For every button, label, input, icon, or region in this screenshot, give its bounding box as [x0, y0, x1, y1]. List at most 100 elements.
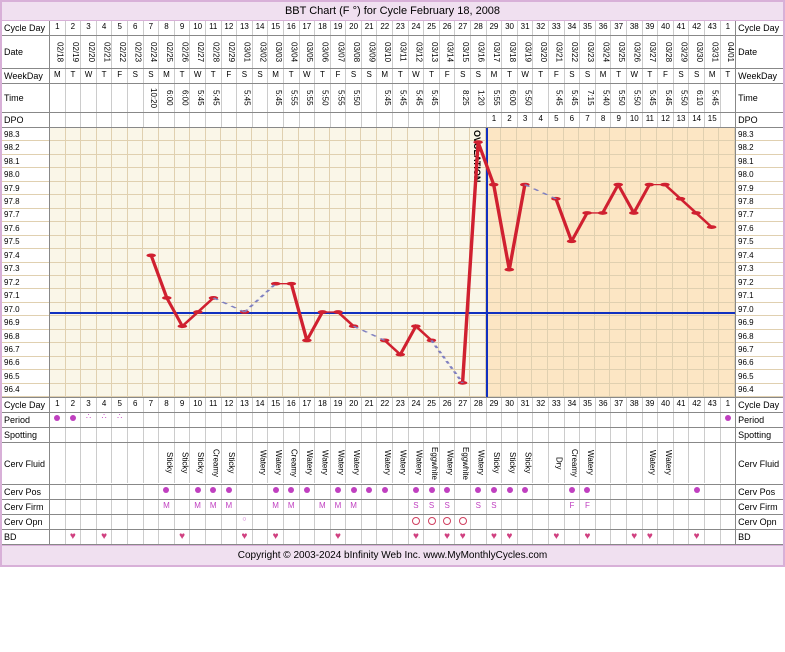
cell: 5:50	[346, 84, 362, 112]
cell	[674, 443, 690, 483]
cell	[97, 113, 113, 127]
cell: 03/12	[409, 36, 425, 68]
cell	[705, 428, 721, 442]
cell: 03/23	[580, 36, 596, 68]
cell	[455, 485, 471, 499]
cell: Watery	[658, 443, 674, 483]
cell	[689, 428, 705, 442]
label-cerv_opn-right: Cerv Opn	[735, 515, 783, 529]
label-cycle_day-right: Cycle Day	[735, 398, 783, 412]
cell	[50, 84, 66, 112]
cell: 11	[206, 21, 222, 35]
cell: 5:45	[643, 84, 659, 112]
cell	[689, 485, 705, 499]
cell	[689, 443, 705, 483]
cell	[190, 413, 206, 427]
cell: M	[159, 69, 175, 83]
cell	[440, 413, 456, 427]
cell	[721, 530, 736, 544]
cell: F	[565, 500, 581, 514]
cell: 15	[705, 113, 721, 127]
cell	[674, 530, 690, 544]
cell	[409, 413, 425, 427]
cell	[533, 413, 549, 427]
cell	[128, 413, 144, 427]
cell	[144, 530, 160, 544]
cell: 5	[112, 21, 128, 35]
cell	[66, 84, 82, 112]
cell	[175, 428, 191, 442]
cell	[362, 500, 378, 514]
cell: 6	[128, 398, 144, 412]
cell	[689, 413, 705, 427]
bbt-chart: BBT Chart (F °) for Cycle February 18, 2…	[0, 0, 785, 567]
cell	[159, 530, 175, 544]
cell	[144, 428, 160, 442]
cell	[253, 530, 269, 544]
cell: 2	[66, 21, 82, 35]
cell	[222, 515, 238, 529]
cell	[66, 485, 82, 499]
cell: S	[471, 69, 487, 83]
cell	[393, 428, 409, 442]
cell: S	[144, 69, 160, 83]
cell: 17	[300, 21, 316, 35]
cell: 5:50	[611, 84, 627, 112]
cell	[112, 485, 128, 499]
row-cycle-day-bottom: Cycle Day1234567891011121314151617181920…	[2, 398, 783, 413]
cell: 03/01	[237, 36, 253, 68]
cell	[627, 500, 643, 514]
row-cerv-firm: Cerv FirmMMMMMMMMMSSSSSFFCerv Firm	[2, 500, 783, 515]
cell: S	[128, 69, 144, 83]
cell: 33	[549, 398, 565, 412]
cell: 02/22	[112, 36, 128, 68]
cell: M	[346, 500, 362, 514]
copyright: Copyright © 2003-2024 bInfinity Web Inc.…	[2, 545, 783, 565]
cell: Watery	[346, 443, 362, 483]
cell	[674, 500, 690, 514]
cell	[627, 485, 643, 499]
cell	[97, 443, 113, 483]
cell	[362, 443, 378, 483]
temp-axis-right: 98.398.298.198.097.997.897.797.697.597.4…	[735, 128, 783, 397]
cell: 29	[487, 21, 503, 35]
cell	[190, 530, 206, 544]
cell	[237, 413, 253, 427]
cell	[175, 113, 191, 127]
cell	[81, 500, 97, 514]
cell	[440, 515, 456, 529]
label-cycle_day: Cycle Day	[2, 398, 50, 412]
cell	[81, 113, 97, 127]
cell: 03/06	[315, 36, 331, 68]
cell	[112, 113, 128, 127]
cell: S	[346, 69, 362, 83]
cell: 9	[175, 398, 191, 412]
cell: ♥	[331, 530, 347, 544]
cell	[331, 485, 347, 499]
cell	[471, 428, 487, 442]
cell	[643, 515, 659, 529]
cell: 03/21	[549, 36, 565, 68]
cell: Watery	[580, 443, 596, 483]
cell	[190, 428, 206, 442]
label-cerv_fluid: Cerv Fluid	[2, 443, 50, 484]
cell	[611, 530, 627, 544]
cell: Sticky	[222, 443, 238, 483]
cell: 38	[627, 21, 643, 35]
cell	[66, 515, 82, 529]
cell: 5:40	[596, 84, 612, 112]
cell: 7:15	[580, 84, 596, 112]
cell	[222, 413, 238, 427]
cell: ∴	[112, 413, 128, 427]
cell: 31	[518, 21, 534, 35]
cell	[502, 428, 518, 442]
cell	[518, 413, 534, 427]
cell: S	[424, 500, 440, 514]
cell: F	[658, 69, 674, 83]
cell: S	[455, 69, 471, 83]
cell: 18	[315, 21, 331, 35]
cell: 03/13	[424, 36, 440, 68]
cell	[206, 428, 222, 442]
cell	[580, 515, 596, 529]
cell	[144, 515, 160, 529]
